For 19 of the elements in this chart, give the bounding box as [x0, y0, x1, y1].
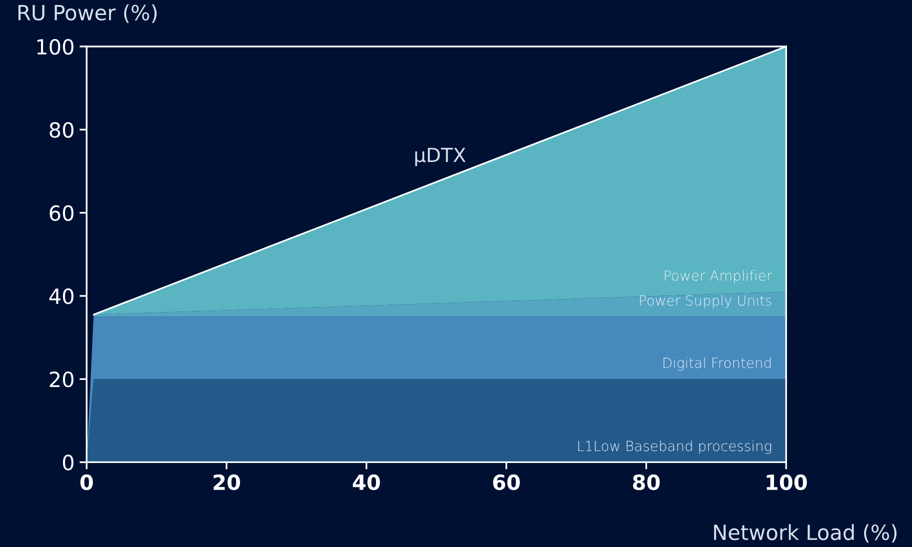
- y-tick-label: 20: [50, 372, 74, 388]
- y-tick-label: 40: [49, 288, 74, 304]
- x-axis-title: Network Load (%): [714, 524, 897, 543]
- x-tick-label: 100: [766, 474, 807, 490]
- y-tick-label: 60: [50, 205, 74, 221]
- x-tick-label: 20: [214, 474, 240, 490]
- y-tick-label: 0: [62, 454, 74, 470]
- y-tick-label: 100: [37, 38, 74, 55]
- x-tick-label: 40: [352, 474, 380, 490]
- series-label: Power Supply Units: [640, 294, 772, 308]
- series-label: L1Low Baseband processing: [578, 440, 772, 454]
- y-axis-title: RU Power (%): [18, 4, 157, 23]
- y-tick-label: 80: [50, 122, 74, 138]
- annotation: µDTX: [415, 148, 466, 166]
- series-label: Digital Frontend: [664, 357, 771, 371]
- x-tick-label: 80: [633, 474, 660, 490]
- x-tick-label: 60: [493, 474, 520, 490]
- x-tick-label: 0: [80, 474, 93, 490]
- series-label: Power Amplifier: [664, 270, 772, 284]
